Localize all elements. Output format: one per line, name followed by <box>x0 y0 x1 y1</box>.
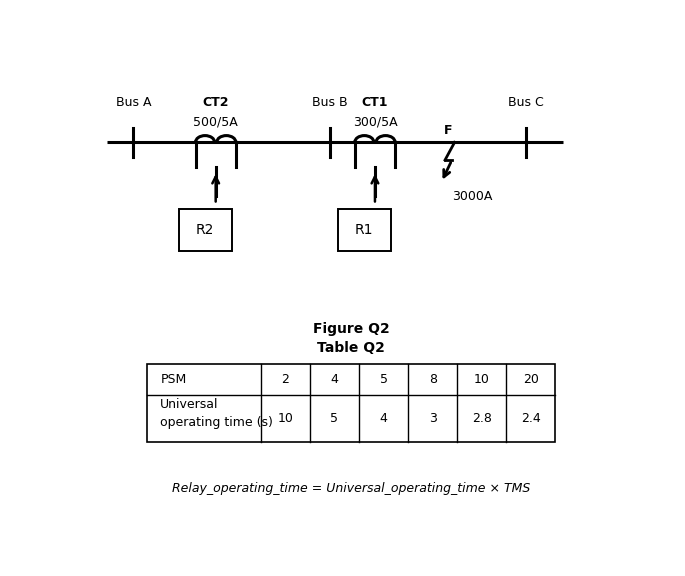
Text: 20: 20 <box>523 373 539 386</box>
Text: 5: 5 <box>379 373 388 386</box>
Bar <box>179 209 232 251</box>
Text: 8: 8 <box>429 373 436 386</box>
Bar <box>147 364 556 442</box>
Text: Relay_operating_time = Universal_operating_time × TMS: Relay_operating_time = Universal_operati… <box>172 482 530 495</box>
Text: 2.8: 2.8 <box>472 412 492 425</box>
Text: 10: 10 <box>474 373 490 386</box>
Text: R1: R1 <box>355 223 373 237</box>
Text: 500/5A: 500/5A <box>193 116 238 129</box>
Text: 10: 10 <box>277 412 293 425</box>
Text: 2: 2 <box>282 373 289 386</box>
Text: 3: 3 <box>429 412 436 425</box>
Text: CT1: CT1 <box>362 96 388 109</box>
Text: 4: 4 <box>379 412 388 425</box>
Text: Bus C: Bus C <box>508 96 544 109</box>
Bar <box>338 209 391 251</box>
Text: 5: 5 <box>330 412 338 425</box>
Text: Table Q2: Table Q2 <box>317 341 385 355</box>
Text: Figure Q2: Figure Q2 <box>312 321 390 336</box>
Text: Universal
operating time (s): Universal operating time (s) <box>160 397 273 429</box>
Text: 3000A: 3000A <box>452 190 493 203</box>
Text: CT2: CT2 <box>203 96 229 109</box>
Text: R2: R2 <box>196 223 214 237</box>
Text: F: F <box>444 124 453 137</box>
Text: PSM: PSM <box>160 373 186 386</box>
Text: 300/5A: 300/5A <box>353 116 397 129</box>
Text: 4: 4 <box>331 373 338 386</box>
Text: Bus B: Bus B <box>312 96 348 109</box>
Text: 2.4: 2.4 <box>521 412 540 425</box>
Text: Bus A: Bus A <box>116 96 151 109</box>
